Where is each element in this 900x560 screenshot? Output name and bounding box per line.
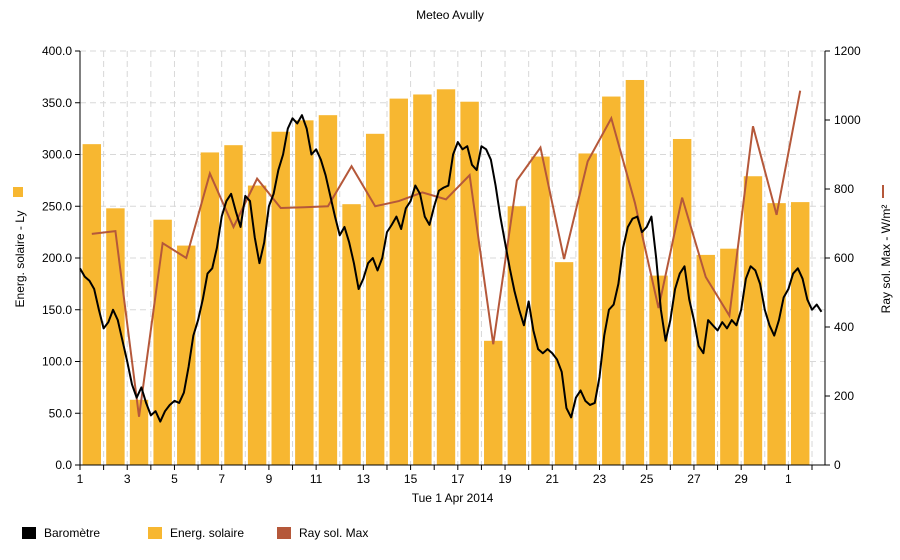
energ-solaire-bar (271, 131, 290, 466)
legend-swatch-barometre (22, 527, 36, 539)
y-right-tick-label: 1000 (834, 113, 861, 127)
x-tick-label: 13 (357, 472, 371, 486)
y-left-tick-label: 100.0 (42, 355, 72, 369)
x-tick-label: 15 (404, 472, 418, 486)
energ-solaire-bar (177, 245, 196, 465)
energ-solaire-bar (295, 120, 314, 465)
energ-solaire-bar (696, 254, 715, 465)
energ-solaire-bar (247, 185, 267, 466)
energ-solaire-bar (790, 202, 810, 466)
y-left-tick-label: 200.0 (42, 251, 72, 265)
x-tick-label: 29 (734, 472, 748, 486)
barometre-line (79, 114, 823, 423)
x-tick-label: 21 (546, 472, 560, 486)
energ-solaire-bar (436, 89, 456, 466)
legend-item-ray-sol-max: Ray sol. Max (277, 526, 368, 540)
energ-solaire-bar (365, 133, 385, 466)
legend-item-barometre: Baromètre (22, 526, 100, 540)
energ-solaire-bars (82, 79, 810, 466)
legend-label-barometre: Baromètre (44, 526, 101, 540)
energ-solaire-bar (153, 219, 172, 465)
series-lines (79, 90, 823, 423)
left-axis-series-marker (13, 187, 23, 197)
legend-item-energ-solaire: Energ. solaire (148, 526, 244, 540)
energ-solaire-bar (413, 94, 432, 465)
x-tick-label: 23 (593, 472, 607, 486)
x-tick-label: 19 (498, 472, 512, 486)
y-right-tick-label: 0 (834, 458, 841, 472)
y-right-tick-label: 1200 (834, 44, 861, 58)
y-axis-right-label: Ray sol. Max - W/m² (879, 204, 893, 314)
y-left-tick-label: 150.0 (42, 303, 72, 317)
y-right-tick-label: 200 (834, 389, 854, 403)
x-tick-label: 5 (171, 472, 178, 486)
x-axis-label: Tue 1 Apr 2014 (411, 491, 494, 505)
y-left-tick-label: 400.0 (42, 44, 72, 58)
legend-swatch-energ-solaire (148, 527, 162, 539)
x-tick-label: 27 (687, 472, 701, 486)
y-right-tick-label: 800 (834, 182, 854, 196)
x-tick-label: 3 (124, 472, 131, 486)
y-left-tick-label: 300.0 (42, 148, 72, 162)
y-left-tick-label: 250.0 (42, 199, 72, 213)
energ-solaire-bar (720, 248, 739, 465)
legend: Baromètre Energ. solaire Ray sol. Max (0, 526, 900, 546)
energ-solaire-bar (342, 204, 361, 465)
y-right-tick-label: 400 (834, 320, 854, 334)
x-tick-label: 11 (310, 472, 323, 486)
energ-solaire-bar (602, 96, 621, 465)
y-left-tick-label: 50.0 (49, 406, 73, 420)
energ-solaire-bar (129, 399, 149, 465)
x-tick-label: 7 (218, 472, 225, 486)
energ-solaire-bar (460, 101, 479, 465)
energ-solaire-bar (224, 145, 243, 465)
x-tick-label: 25 (640, 472, 654, 486)
legend-label-energ-solaire: Energ. solaire (170, 526, 245, 540)
x-tick-label: 1 (785, 472, 792, 486)
energ-solaire-bar (318, 115, 338, 466)
energ-solaire-bar (625, 79, 645, 465)
energ-solaire-bar (743, 176, 763, 466)
energ-solaire-bar (767, 203, 786, 465)
x-tick-label: 17 (451, 472, 465, 486)
energ-solaire-bar (531, 156, 550, 465)
y-left-tick-label: 0.0 (55, 458, 72, 472)
chart-title: Meteo Avully (416, 8, 484, 22)
energ-solaire-bar (200, 152, 220, 465)
energ-solaire-bar (389, 98, 408, 466)
energ-solaire-bar (82, 144, 102, 465)
axes: 0.0 50.0 100.0 150.0 200.0 250.0 300.0 350.0 400… (13, 44, 884, 486)
energ-solaire-bar (578, 153, 597, 465)
y-left-tick-label: 350.0 (42, 96, 72, 110)
y-axis-left-label: Energ. solaire - Ly (13, 210, 27, 308)
x-tick-label: 9 (266, 472, 273, 486)
legend-label-ray-sol-max: Ray sol. Max (299, 526, 369, 540)
x-tick-label: 1 (77, 472, 84, 486)
energ-solaire-bar (484, 340, 503, 465)
legend-swatch-ray-sol-max (277, 527, 291, 539)
energ-solaire-bar (672, 138, 692, 465)
energ-solaire-bar (507, 206, 527, 465)
y-right-tick-label: 600 (834, 251, 854, 265)
ray-sol-max-line (91, 90, 802, 417)
